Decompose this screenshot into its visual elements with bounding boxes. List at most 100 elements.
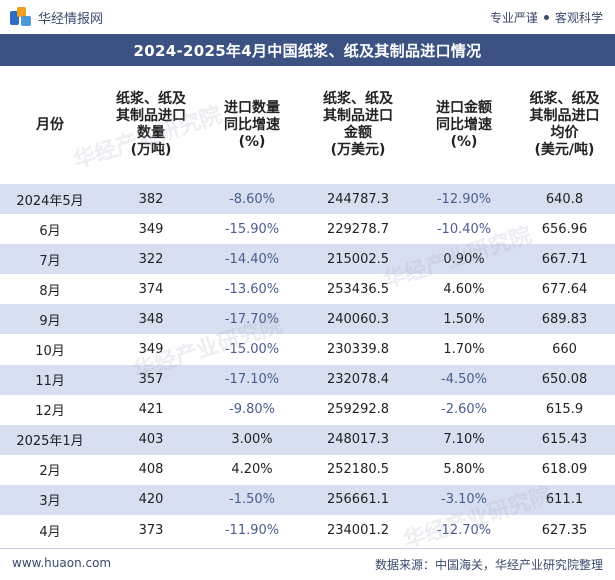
cell-quantity-yoy: -13.60%	[202, 274, 302, 305]
table-body: 2024年5月 382 -8.60% 244787.3 -12.90% 640.8 6月 34…	[0, 184, 615, 546]
column-header-line: 其制品进口	[323, 108, 393, 124]
cell-amount-yoy: -2.60%	[414, 394, 514, 425]
separator-dot-icon	[543, 15, 549, 20]
table-row: 2025年1月 403 3.00% 248017.3 7.10% 615.43	[0, 424, 615, 455]
table-row: 8月 374 -13.60% 253436.5 4.60% 677.64	[0, 274, 615, 305]
cell-quantity-yoy: -1.50%	[202, 484, 302, 516]
brand-logo-icon	[10, 7, 32, 27]
column-header-line: 其制品进口	[529, 108, 600, 124]
cell-month: 12月	[0, 394, 100, 425]
cell-amount-yoy: -10.40%	[414, 214, 514, 245]
slogan-right: 客观科学	[554, 11, 603, 25]
cell-month: 2025年1月	[0, 424, 100, 455]
cell-quantity: 349	[100, 214, 202, 245]
cell-month: 11月	[0, 364, 100, 395]
cell-amount: 244787.3	[302, 184, 414, 215]
cell-avg-price: 689.83	[514, 304, 615, 335]
cell-quantity: 373	[100, 515, 202, 546]
cell-amount-yoy: 4.60%	[414, 274, 514, 305]
cell-amount-yoy: -4.50%	[414, 364, 514, 395]
cell-quantity-yoy: -17.10%	[202, 364, 302, 395]
cell-quantity-yoy: -8.60%	[202, 184, 302, 215]
table-row: 9月 348 -17.70% 240060.3 1.50% 689.83	[0, 304, 615, 335]
cell-quantity-yoy: -9.80%	[202, 394, 302, 425]
column-header-line: 均价	[550, 125, 579, 141]
column-header-line: 纸浆、纸及	[116, 91, 186, 107]
cell-month: 2月	[0, 454, 100, 485]
table-row: 6月 349 -15.90% 229278.7 -10.40% 656.96	[0, 214, 615, 245]
website-link[interactable]: www.huaon.com	[12, 556, 112, 570]
cell-quantity-yoy: -14.40%	[202, 244, 302, 275]
column-header-line: (%)	[238, 133, 266, 150]
brand-name: 华经情报网	[38, 11, 104, 27]
table-row: 2月 408 4.20% 252180.5 5.80% 618.09	[0, 454, 615, 485]
column-header-line: 进口数量	[224, 99, 280, 116]
cell-amount-yoy: 1.70%	[414, 334, 514, 365]
cell-month: 7月	[0, 244, 100, 275]
cell-quantity: 420	[100, 484, 202, 516]
column-header-line: 金额	[344, 125, 372, 141]
cell-month: 2024年5月	[0, 184, 100, 215]
cell-amount: 230339.8	[302, 334, 414, 365]
column-header-line: 纸浆、纸及	[529, 91, 600, 107]
table-title: 2024-2025年4月中国纸浆、纸及其制品进口情况	[0, 34, 615, 66]
cell-avg-price: 615.43	[514, 424, 615, 455]
cell-amount: 248017.3	[302, 424, 414, 455]
column-header-line: (万吨)	[130, 142, 172, 158]
cell-avg-price: 660	[514, 334, 615, 365]
column-header: 进口金额 同比增速 (%)	[414, 66, 514, 184]
cell-amount: 256661.1	[302, 484, 414, 516]
cell-amount: 240060.3	[302, 304, 414, 335]
column-header-line: 同比增速	[436, 116, 492, 133]
cell-quantity-yoy: 4.20%	[202, 454, 302, 485]
data-source: 数据来源：中国海关，华经产业研究院整理	[374, 558, 603, 572]
cell-avg-price: 611.1	[514, 484, 615, 516]
cell-amount-yoy: -12.90%	[414, 184, 514, 215]
footer: www.huaon.com 数据来源：中国海关，华经产业研究院整理	[0, 548, 615, 580]
cell-amount: 259292.8	[302, 394, 414, 425]
cell-avg-price: 650.08	[514, 364, 615, 395]
cell-month: 10月	[0, 334, 100, 365]
cell-amount: 232078.4	[302, 364, 414, 395]
cell-avg-price: 627.35	[514, 515, 615, 546]
cell-avg-price: 640.8	[514, 184, 615, 215]
cell-avg-price: 656.96	[514, 214, 615, 245]
column-header-line: (美元/吨)	[534, 142, 595, 158]
slogan-left: 专业严谨	[489, 11, 538, 25]
cell-amount: 229278.7	[302, 214, 414, 245]
cell-amount-yoy: -3.10%	[414, 484, 514, 516]
cell-month: 9月	[0, 304, 100, 335]
column-header: 纸浆、纸及 其制品进口 数量 (万吨)	[100, 66, 202, 184]
cell-quantity: 357	[100, 364, 202, 395]
cell-quantity: 348	[100, 304, 202, 335]
cell-amount-yoy: -12.70%	[414, 515, 514, 546]
column-header-line: (%)	[450, 133, 478, 150]
table-row: 4月 373 -11.90% 234001.2 -12.70% 627.35	[0, 515, 615, 546]
cell-quantity: 349	[100, 334, 202, 365]
cell-amount-yoy: 1.50%	[414, 304, 514, 335]
cell-month: 6月	[0, 214, 100, 245]
table-row: 2024年5月 382 -8.60% 244787.3 -12.90% 640.8	[0, 184, 615, 215]
cell-quantity: 403	[100, 424, 202, 455]
cell-amount-yoy: 5.80%	[414, 454, 514, 485]
cell-quantity: 322	[100, 244, 202, 275]
brand-logo[interactable]: 华经情报网	[10, 7, 103, 27]
cell-quantity: 382	[100, 184, 202, 215]
table-row: 12月 421 -9.80% 259292.8 -2.60% 615.9	[0, 394, 615, 425]
cell-avg-price: 618.09	[514, 454, 615, 485]
cell-avg-price: 615.9	[514, 394, 615, 425]
cell-amount-yoy: 0.90%	[414, 244, 514, 275]
cell-amount: 234001.2	[302, 515, 414, 546]
cell-month: 8月	[0, 274, 100, 305]
column-header-line: 进口金额	[436, 99, 492, 116]
table-row: 10月 349 -15.00% 230339.8 1.70% 660	[0, 334, 615, 365]
column-header: 进口数量 同比增速 (%)	[202, 66, 302, 184]
cell-quantity-yoy: -15.00%	[202, 334, 302, 365]
cell-amount: 215002.5	[302, 244, 414, 275]
cell-avg-price: 667.71	[514, 244, 615, 275]
cell-month: 3月	[0, 484, 100, 516]
column-header-line: 数量	[137, 125, 165, 141]
import-table: 月份 纸浆、纸及 其制品进口 数量 (万吨) 进口数量 同比增速 (%) 纸浆、纸及 其制品进口金…	[0, 66, 615, 546]
column-header: 纸浆、纸及 其制品进口 金额 (万美元)	[302, 66, 414, 184]
table-header-row: 月份 纸浆、纸及 其制品进口 数量 (万吨) 进口数量 同比增速 (%) 纸浆、纸及 其制品进口金…	[0, 66, 615, 184]
